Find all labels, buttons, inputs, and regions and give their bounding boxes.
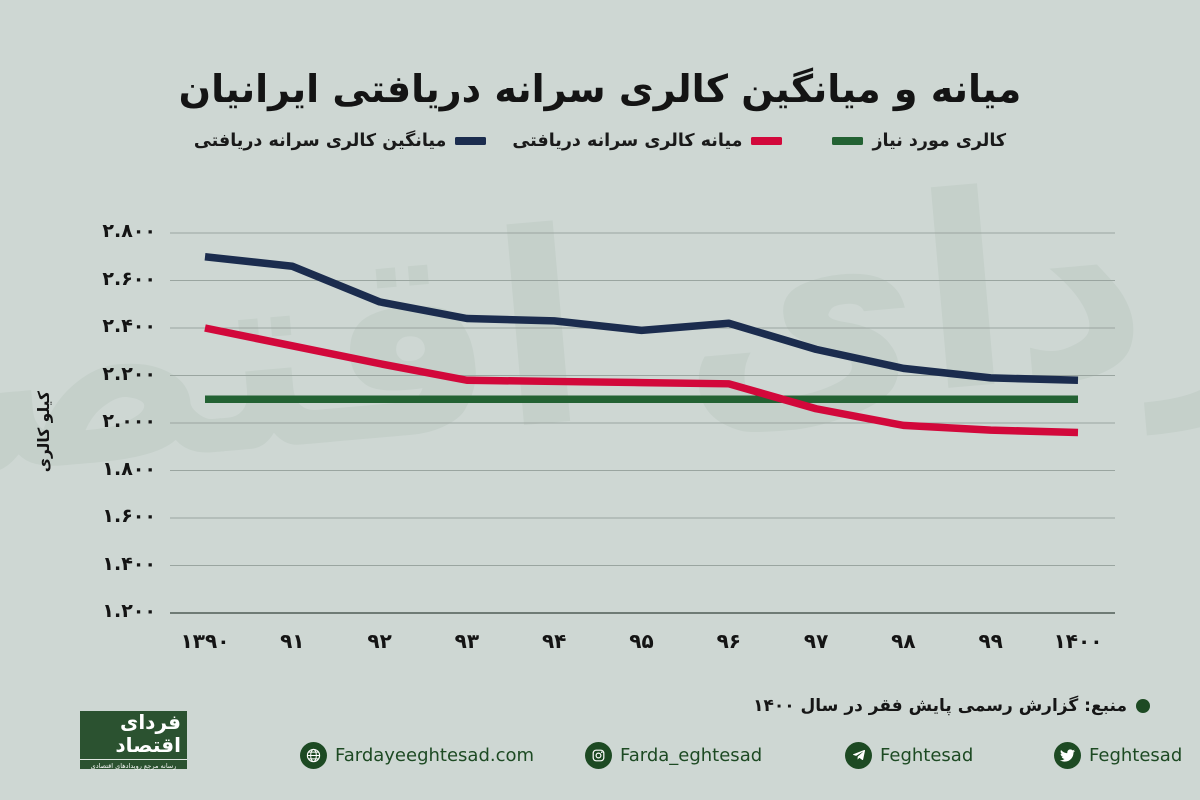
y-tick-label: ۲.۴۰۰ [102, 315, 156, 337]
social-link-label: Feghtesad [880, 744, 974, 766]
page-title: میانه و میانگین کالری سرانه دریافتی ایرا… [178, 67, 1022, 112]
brand-logo-name: فردای اقتصاد [80, 710, 187, 760]
x-tick-label: ۹۴ [541, 629, 567, 653]
social-link-website[interactable]: Fardayeeghtesad.com [300, 741, 534, 769]
y-tick-label: ۱.۲۰۰ [102, 600, 156, 622]
legend-item-required: کالری مورد نیاز [832, 131, 1006, 151]
legend-swatch-mean-icon [455, 137, 487, 145]
twitter-icon [1054, 741, 1081, 769]
social-link-twitter[interactable]: Feghtesad [1054, 741, 1182, 769]
y-axis-title: کیلو کالری [35, 391, 53, 473]
y-tick-label: ۲.۸۰۰ [102, 220, 156, 242]
telegram-icon [845, 741, 872, 769]
x-tick-label: ۱۴۰۰ [1053, 629, 1103, 653]
social-link-instagram[interactable]: Farda_eghtesad [585, 741, 762, 769]
y-tick-label: ۱.۶۰۰ [102, 505, 156, 527]
legend-swatch-median-icon [751, 137, 783, 145]
x-tick-label: ۹۵ [629, 629, 654, 653]
legend-item-mean: میانگین کالری سرانه دریافتی [194, 131, 487, 151]
x-tick-label: ۱۳۹۰ [180, 629, 230, 653]
social-link-label: Feghtesad [1089, 744, 1183, 766]
legend-label-mean: میانگین کالری سرانه دریافتی [193, 131, 447, 151]
legend-item-median: میانه کالری سرانه دریافتی [512, 131, 783, 151]
x-tick-label: ۹۱ [280, 629, 305, 653]
legend-label-median: میانه کالری سرانه دریافتی [512, 131, 743, 151]
x-tick-label: ۹۹ [978, 629, 1003, 653]
y-tick-label: ۱.۴۰۰ [102, 552, 156, 575]
legend-label-required: کالری مورد نیاز [872, 131, 1007, 151]
instagram-icon [585, 741, 612, 769]
y-tick-label: ۲.۰۰۰ [102, 410, 156, 432]
social-link-label: Farda_eghtesad [620, 744, 763, 766]
globe-icon [300, 741, 327, 769]
brand-logo-tagline: رسانه مرجع رویدادهای اقتصادی [90, 761, 177, 770]
source-text: منبع: گزارش رسمی پایش فقر در سال ۱۴۰۰ [753, 696, 1127, 716]
social-link-telegram[interactable]: Feghtesad [845, 741, 973, 769]
x-tick-label: ۹۳ [454, 629, 480, 653]
legend-swatch-required-icon [832, 137, 864, 145]
x-tick-label: ۹۷ [803, 629, 829, 653]
y-tick-label: ۱.۸۰۰ [102, 457, 156, 480]
source-note: منبع: گزارش رسمی پایش فقر در سال ۱۴۰۰ [753, 694, 1150, 718]
x-tick-label: ۹۲ [367, 629, 392, 653]
x-tick-label: ۹۶ [716, 629, 741, 653]
legend: میانگین کالری سرانه دریافتی میانه کالری … [0, 131, 1200, 151]
source-bullet-icon [1136, 699, 1150, 713]
y-tick-label: ۲.۲۰۰ [102, 362, 156, 385]
social-link-label: Fardayeeghtesad.com [335, 744, 535, 766]
brand-logo: فردای اقتصاد رسانه مرجع رویدادهای اقتصاد… [80, 710, 187, 770]
y-tick-label: ۲.۶۰۰ [102, 267, 156, 290]
x-tick-label: ۹۸ [891, 629, 916, 653]
